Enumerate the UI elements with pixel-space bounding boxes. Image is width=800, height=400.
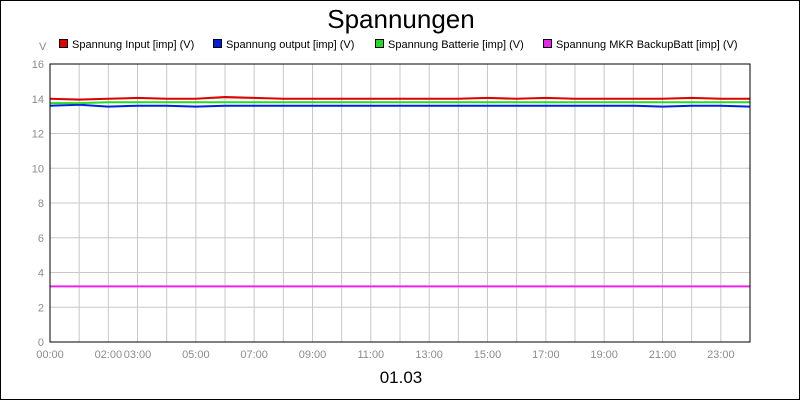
legend-swatch-1: [213, 39, 222, 48]
legend-label-1: Spannung output [imp] (V): [226, 39, 355, 51]
y-tick-label-3: 6: [38, 233, 44, 245]
x-tick-label-6: 11:00: [357, 349, 384, 361]
x-axis-date-label: 01.03: [379, 368, 423, 387]
x-tick-label-9: 17:00: [532, 349, 560, 361]
y-tick-label-6: 12: [32, 129, 44, 141]
x-tick-label-2: 03:00: [124, 349, 152, 361]
series-line-0: [49, 96, 750, 101]
y-axis-unit-label: V: [39, 41, 47, 53]
legend-item-1: Spannung output [imp] (V): [213, 39, 354, 51]
y-tick-label-2: 4: [38, 268, 44, 280]
x-tick-label-11: 21:00: [649, 349, 677, 361]
legend-item-2: Spannung Batterie [imp] (V): [375, 39, 524, 51]
legend-swatch-2: [375, 39, 384, 48]
x-tick-label-7: 13:00: [415, 349, 443, 361]
chart-title: Spannungen: [327, 4, 475, 34]
legend-swatch-3: [543, 39, 552, 48]
y-tick-label-7: 14: [32, 94, 44, 106]
legend-label-2: Spannung Batterie [imp] (V): [388, 39, 524, 51]
legend-item-3: Spannung MKR BackupBatt [imp] (V): [543, 39, 738, 51]
legend-item-0: Spannung Input [imp] (V): [59, 39, 194, 51]
y-tick-label-1: 2: [38, 302, 44, 314]
x-tick-label-8: 15:00: [474, 349, 502, 361]
legend-swatch-0: [59, 39, 68, 48]
x-tick-label-10: 19:00: [590, 349, 618, 361]
x-tick-label-1: 02:00: [95, 349, 123, 361]
legend-label-3: Spannung MKR BackupBatt [imp] (V): [556, 39, 738, 51]
x-tick-label-3: 05:00: [182, 349, 210, 361]
y-tick-label-4: 8: [38, 198, 44, 210]
legend-label-0: Spannung Input [imp] (V): [72, 39, 195, 51]
x-tick-label-4: 07:00: [240, 349, 268, 361]
y-tick-label-5: 10: [32, 163, 44, 175]
x-tick-label-12: 23:00: [707, 349, 735, 361]
y-tick-label-8: 16: [32, 59, 44, 71]
x-tick-label-0: 00:00: [36, 349, 64, 361]
x-tick-label-5: 09:00: [299, 349, 327, 361]
plot-border: [49, 63, 751, 343]
series-line-2: [50, 101, 750, 105]
y-tick-label-0: 0: [38, 337, 44, 349]
series-line-1: [49, 103, 751, 108]
